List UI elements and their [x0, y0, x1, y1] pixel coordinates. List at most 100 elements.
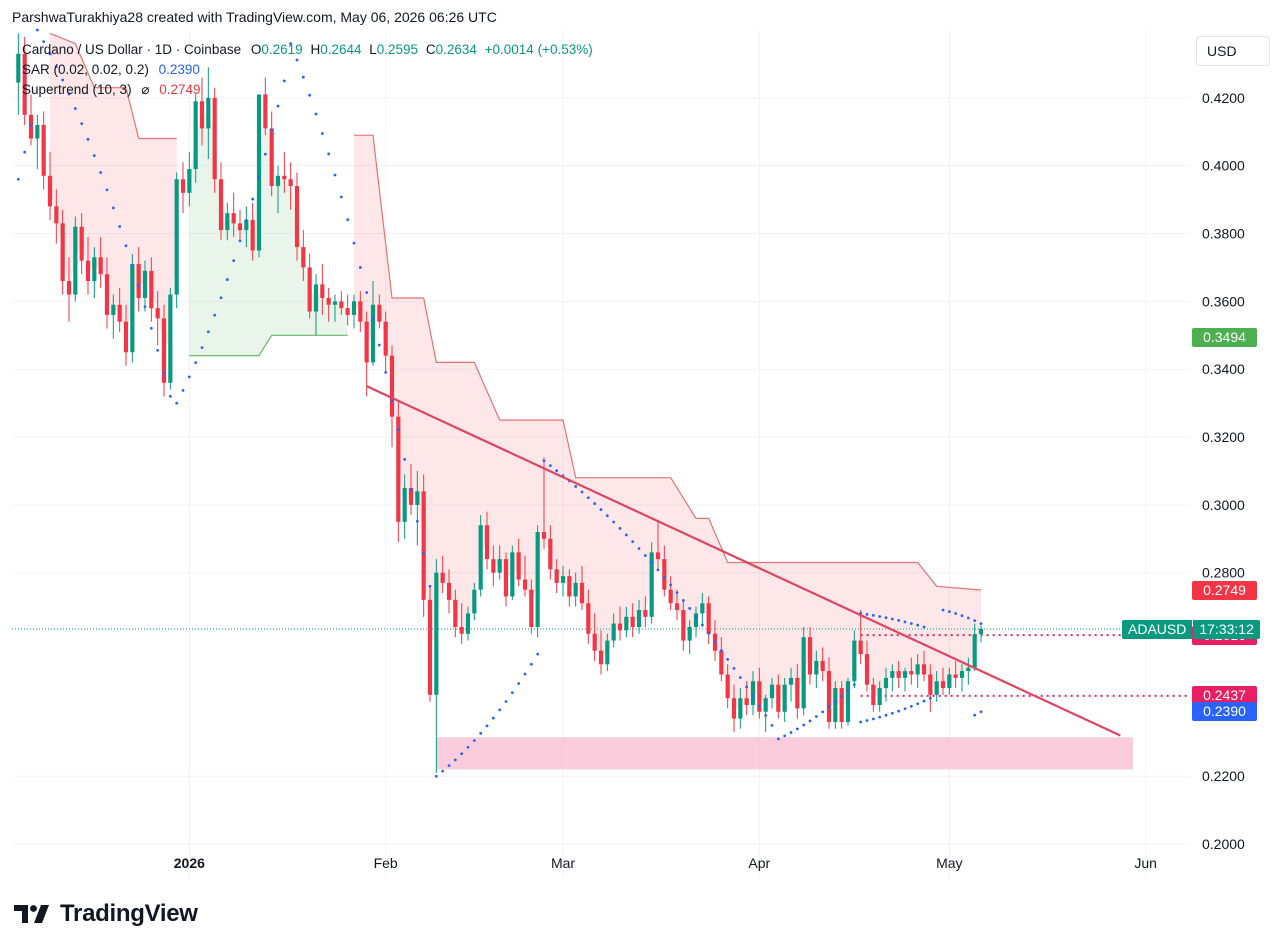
candle: [883, 667, 889, 702]
candle: [630, 603, 635, 638]
candle: [763, 694, 768, 733]
candle-body: [833, 688, 838, 722]
candle: [902, 667, 908, 692]
sar-dot: [244, 218, 248, 222]
supertrend-down-fill: [354, 135, 981, 709]
candle-body: [180, 179, 186, 193]
horizontal-levels: [12, 628, 1190, 697]
candle-body: [757, 681, 762, 712]
candle-body: [788, 677, 794, 685]
candle-body: [959, 671, 965, 678]
candle: [858, 610, 863, 665]
candle-body: [47, 175, 53, 207]
candle-body: [548, 538, 553, 570]
sar-dot: [928, 696, 932, 700]
symbol-name[interactable]: Cardano / US Dollar · 1D · Coinbase: [22, 42, 242, 57]
candle-body: [472, 589, 477, 614]
candle: [788, 667, 794, 702]
sar-dot: [871, 613, 875, 617]
brand-name: TradingView: [60, 900, 198, 927]
candle-body: [339, 301, 344, 309]
candle: [947, 667, 952, 695]
sar-dot: [16, 177, 20, 181]
candle-body: [700, 603, 705, 614]
candle-body: [776, 684, 781, 712]
candle: [237, 209, 243, 241]
tradingview-logo[interactable]: TradingView: [14, 900, 198, 928]
candle: [491, 545, 496, 587]
candle: [516, 538, 521, 587]
sar-dot: [783, 734, 787, 738]
legend-supertrend-row[interactable]: Supertrend (10, 3) ⌀ 0.2749: [22, 82, 201, 98]
sar-dot: [358, 266, 362, 269]
candle: [66, 257, 72, 322]
sar-label: SAR (0.02, 0.02, 0.2): [22, 62, 149, 77]
candle: [896, 660, 901, 689]
candle-body: [269, 128, 274, 187]
candle: [187, 152, 192, 207]
sar-dot: [909, 704, 913, 708]
candle: [636, 599, 642, 634]
sar-dot: [232, 259, 236, 263]
candle-body: [358, 301, 363, 322]
sar-dot: [466, 745, 470, 749]
candle-body: [738, 698, 743, 719]
candle-body: [845, 681, 851, 722]
high-label: H: [310, 42, 321, 57]
sar-dot: [295, 58, 299, 62]
candle: [624, 606, 629, 638]
sar-dot: [61, 78, 65, 82]
sar-dot: [688, 607, 692, 610]
sar-dot: [808, 719, 812, 723]
y-tick-label: 0.4000: [1202, 158, 1245, 174]
supertrend-up-line: [189, 334, 348, 357]
candle-body: [522, 579, 528, 590]
y-tick-label: 0.2200: [1202, 768, 1245, 784]
candle: [364, 311, 369, 397]
legend-sar-row[interactable]: SAR (0.02, 0.02, 0.2) 0.2390: [22, 62, 200, 77]
sar-dot: [675, 591, 679, 595]
candle-body: [877, 688, 882, 706]
sar-dot: [662, 575, 666, 579]
candle: [60, 209, 65, 295]
candle-body: [744, 698, 749, 706]
sar-dot: [453, 758, 457, 762]
sar-dot: [472, 739, 476, 742]
supertrend-value: 0.2749: [159, 82, 201, 97]
sar-dot: [580, 490, 584, 494]
currency-selector[interactable]: USD: [1196, 36, 1270, 66]
candle: [459, 603, 464, 644]
candle: [142, 260, 148, 312]
y-tick-label: 0.4200: [1202, 90, 1245, 106]
sar-dot: [251, 197, 255, 201]
candle: [940, 667, 946, 695]
candle: [871, 677, 876, 712]
candle: [446, 569, 452, 614]
sar-dot: [80, 122, 84, 126]
sar-dot: [599, 508, 603, 511]
candle: [826, 657, 832, 729]
sar-dot: [916, 702, 920, 706]
sar-dot: [156, 348, 160, 352]
candle-body: [396, 416, 401, 522]
candle-body: [795, 677, 800, 709]
candle: [909, 657, 914, 685]
candle-body: [320, 284, 325, 298]
candle: [206, 67, 211, 159]
candle: [92, 247, 97, 298]
candle-body: [22, 53, 27, 115]
candle-body: [928, 674, 933, 695]
candle-body: [655, 552, 661, 560]
demand-zone: [436, 737, 1133, 770]
candle: [560, 565, 566, 597]
candle-body: [275, 175, 281, 187]
candle: [801, 626, 806, 716]
sar-dot: [510, 691, 514, 695]
sar-dot: [770, 723, 774, 727]
x-tick-label: Mar: [551, 855, 575, 871]
candle: [915, 654, 920, 689]
trendline[interactable]: [366, 385, 1121, 737]
tradingview-logo-icon: [14, 905, 49, 923]
candle-body: [769, 684, 775, 699]
